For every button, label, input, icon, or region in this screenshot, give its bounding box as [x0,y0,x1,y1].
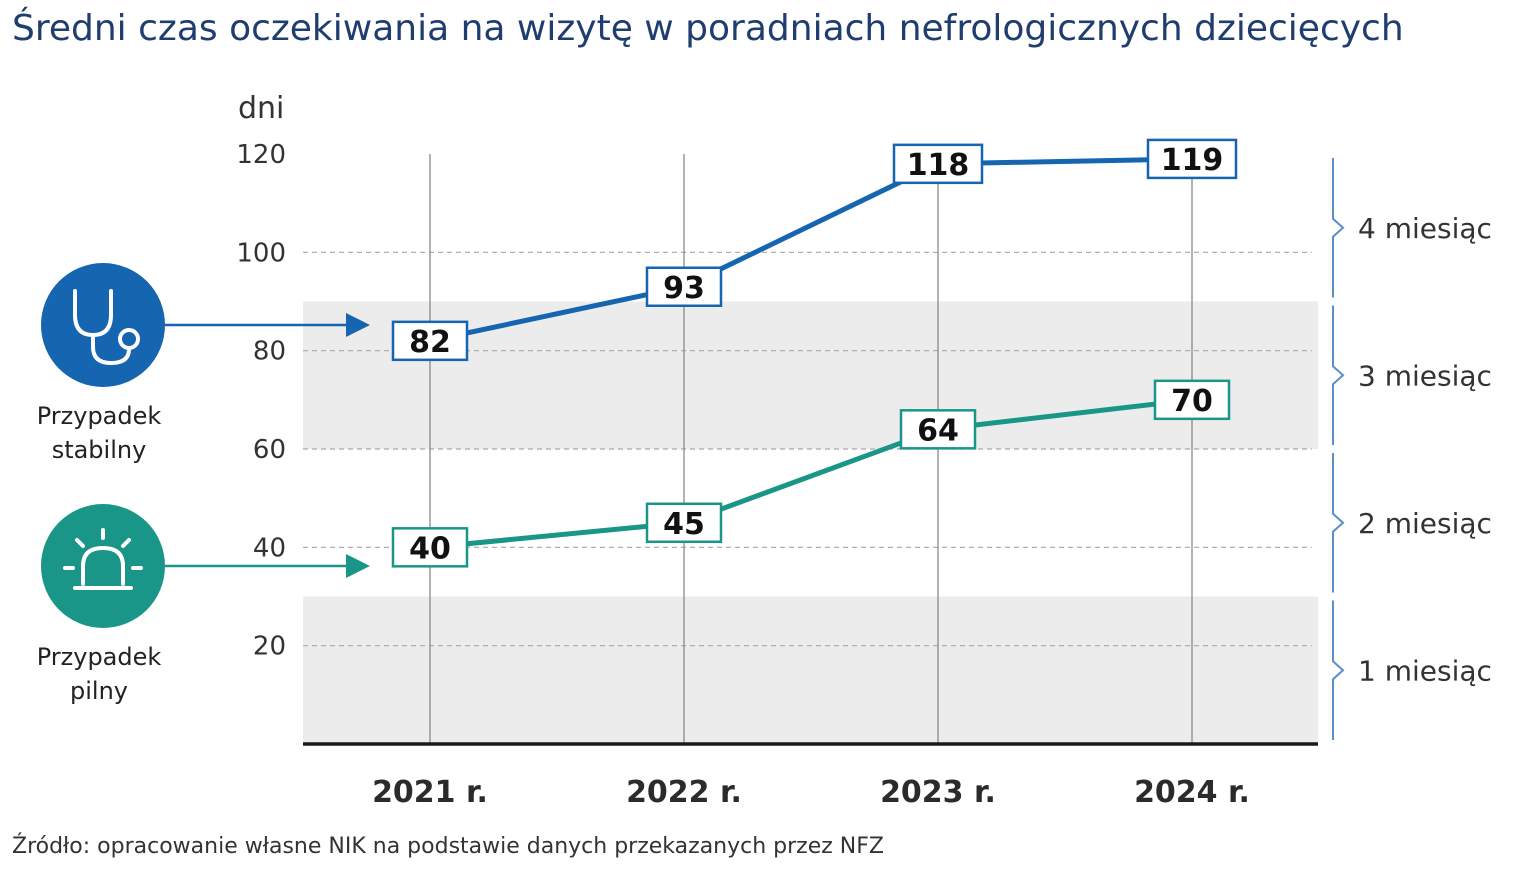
data-label: 40 [409,531,451,566]
month-bracket [1332,158,1345,298]
siren-badge [41,504,165,628]
legend-arrowhead [346,313,370,337]
month-label: 3 miesiąc [1358,359,1492,392]
y-tick-label: 20 [253,632,286,662]
y-tick-label: 80 [253,337,286,367]
month-label: 4 miesiąc [1358,212,1492,245]
data-label: 45 [663,507,705,542]
data-label: 118 [907,148,970,183]
chart-title: Średni czas oczekiwania na wizytę w pora… [12,8,1404,49]
month-bracket [1332,600,1345,740]
month-bracket [1332,305,1345,445]
month-brackets: 1 miesiąc 2 miesiąc 3 miesiąc 4 miesiąc [1332,158,1492,740]
stethoscope-badge [41,263,165,387]
source-note: Źródło: opracowanie własne NIK na podsta… [12,834,884,859]
month-label: 2 miesiąc [1358,507,1492,540]
x-tick-label: 2022 r. [626,775,742,810]
month-bracket [1332,453,1345,593]
legend-label-line1: Przypadek [37,402,162,430]
y-tick-label: 100 [236,238,286,268]
grid [303,154,1312,744]
y-axis: dni 20 40 60 80 100 120 [236,91,286,662]
data-label: 70 [1171,384,1213,419]
stethoscope-chestpiece [118,328,140,350]
siren-icon [63,528,143,590]
x-axis: 2021 r. 2022 r. 2023 r. 2024 r. [303,742,1318,810]
x-tick-label: 2021 r. [372,775,488,810]
data-point-box [645,502,723,543]
siren-rays [63,528,143,570]
x-tick-label: 2023 r. [880,775,996,810]
y-tick-label: 40 [253,533,286,563]
month-band-3 [303,301,1318,449]
series-line [429,156,1193,344]
data-point-box [899,409,977,450]
y-tick-label: 60 [253,435,286,465]
legend-label-line2: stabilny [52,436,147,464]
stethoscope-hose [91,333,131,365]
data-label: 119 [1161,143,1224,178]
legend-label-line2: pilny [70,677,128,705]
legend-entry: Przypadek pilny [37,504,370,705]
data-label: 93 [663,271,705,306]
month-band-1 [303,596,1318,744]
legend-entry: Przypadek stabilny [37,263,370,464]
month-label: 1 miesiąc [1358,654,1492,687]
data-point-box [645,266,723,307]
legend: Przypadek stabilny Przypadek pilny [37,263,370,705]
series-lines: 82 93 118 119 40 45 64 70 [391,138,1238,568]
y-tick-label: 120 [236,140,286,170]
data-label: 64 [917,413,959,448]
data-point-box [391,527,469,568]
data-point-box [892,143,984,185]
data-label: 82 [409,325,451,360]
legend-label-line1: Przypadek [37,643,162,671]
data-point-box [1146,138,1238,180]
data-point-box [1153,379,1231,421]
x-tick-label: 2024 r. [1134,775,1250,810]
series-line [429,397,1193,550]
data-point-box [391,320,469,362]
stethoscope-icon [73,289,140,365]
siren-dome [81,546,125,586]
month-shading [303,301,1318,744]
legend-arrowhead [346,554,370,578]
y-axis-unit-label: dni [238,91,284,126]
